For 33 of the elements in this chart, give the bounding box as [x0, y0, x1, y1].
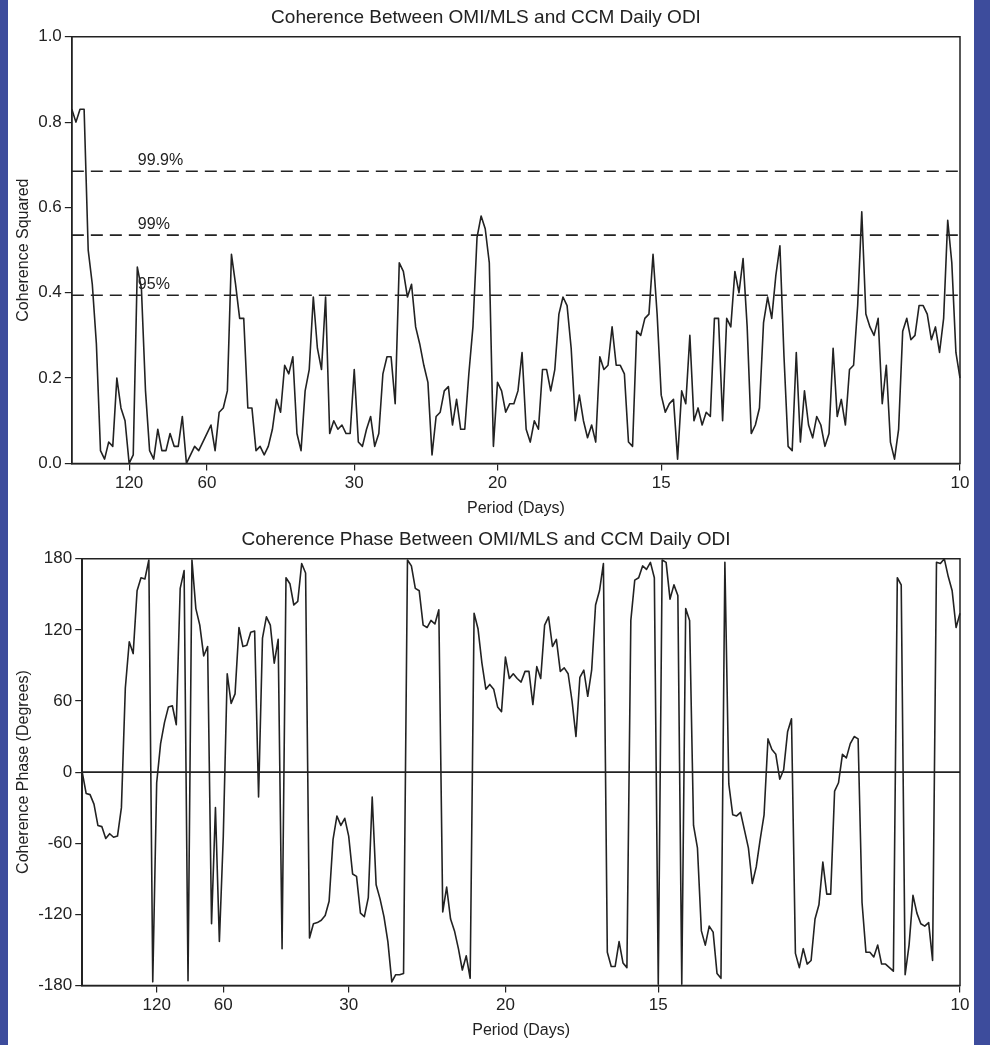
y-tick-label: 1.0: [38, 26, 62, 46]
x-tick-label: 15: [648, 995, 668, 1015]
y-tick-label: 0.8: [38, 111, 62, 131]
y-tick-label: 120: [43, 619, 73, 639]
y-tick-label: -180: [38, 975, 73, 995]
y-tick-label: 0.4: [38, 282, 62, 302]
chart-title: Coherence Between OMI/MLS and CCM Daily ODI: [271, 5, 701, 27]
y-tick-label: 0.0: [38, 453, 62, 473]
x-axis-title: Period (Days): [467, 498, 565, 516]
x-tick-label: 10: [950, 473, 970, 493]
y-tick-label: -120: [38, 903, 73, 923]
y-tick-label: 0: [62, 761, 73, 781]
y-tick-label: 0.2: [38, 367, 62, 387]
x-axis-title: Period (Days): [472, 1020, 571, 1038]
y-axis-title: Coherence Phase (Degrees): [14, 670, 32, 874]
x-tick-label: 60: [213, 995, 233, 1015]
annotation: 99.9%: [137, 150, 184, 168]
y-tick-label: 180: [43, 548, 73, 568]
y-tick-label: -60: [47, 832, 73, 852]
chart-title: Coherence Phase Between OMI/MLS and CCM Daily ODI: [241, 527, 731, 549]
x-tick-label: 15: [651, 473, 671, 493]
y-tick-label: 0.6: [38, 197, 62, 217]
x-tick-label: 20: [495, 995, 515, 1015]
x-tick-label: 20: [488, 473, 507, 493]
annotation: 99%: [137, 214, 170, 232]
y-tick-label: 60: [53, 690, 73, 710]
x-tick-label: 60: [197, 473, 217, 493]
x-tick-label: 30: [344, 473, 364, 493]
y-axis-title: Coherence Squared: [14, 178, 32, 322]
x-tick-label: 120: [114, 473, 144, 493]
x-tick-label: 30: [339, 995, 359, 1015]
x-tick-label: 10: [950, 995, 970, 1015]
x-tick-label: 120: [142, 995, 171, 1015]
